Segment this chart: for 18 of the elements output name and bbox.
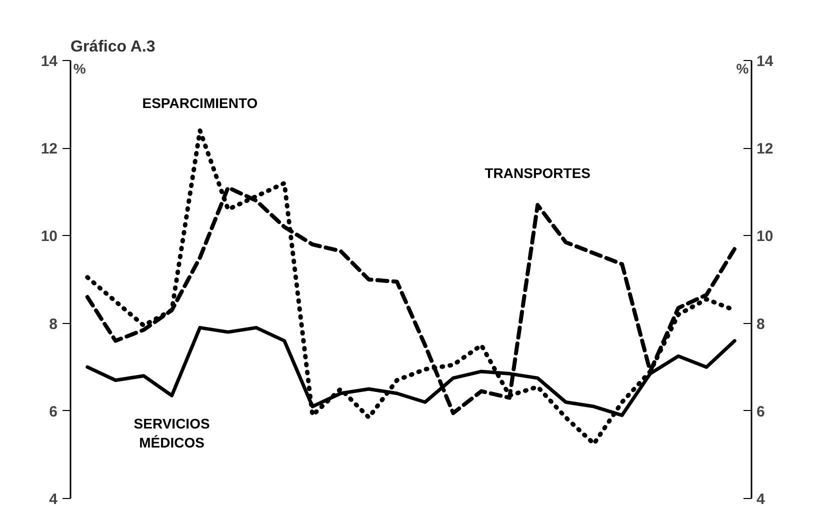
y2-axis-title: % [736,60,750,76]
y-tick-label: 10 [40,228,58,246]
text: TRANSPORTES [484,164,591,181]
y2-tick-label: 12 [756,140,774,158]
y-tick-label: 4 [49,491,58,508]
y-tick-label: 14 [40,53,58,70]
y-axis-title: % [73,60,86,76]
text: SERVICIOS MÉDICOS [134,415,210,450]
y2-tick-label: 8 [756,316,765,333]
y-tick-label: 6 [49,403,58,420]
chart-title: Gráfico A.3 [70,38,156,56]
y2-tick-label: 14 [756,53,774,70]
y2-tick-label: 6 [756,403,765,420]
y2-tick-label: 4 [756,491,766,508]
y-tick-label: 8 [49,316,58,333]
y-tick-label: 12 [40,140,58,158]
series-label: ESPARCIMIENTO [142,94,258,111]
y2-tick-label: 10 [756,228,774,246]
